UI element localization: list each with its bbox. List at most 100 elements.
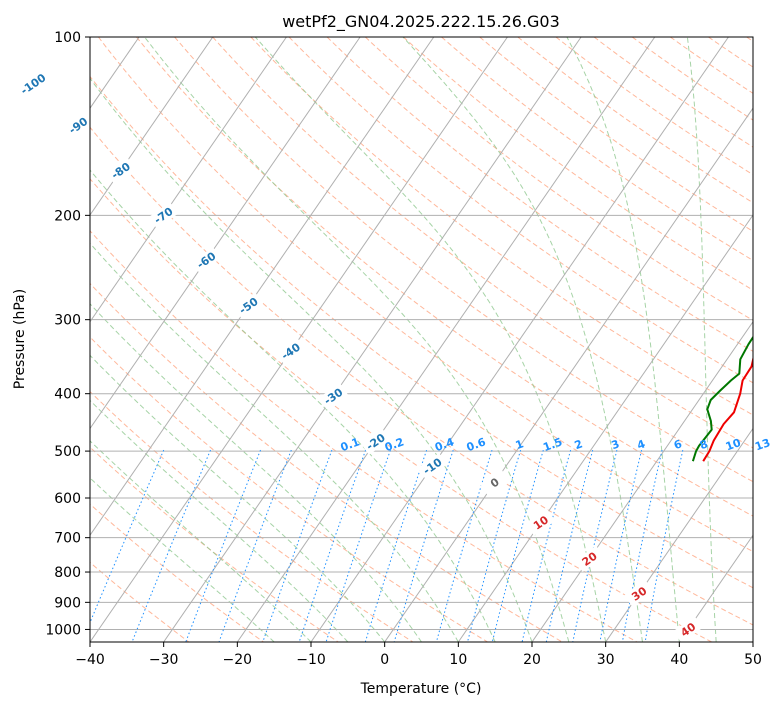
x-tick-label: 10 [449, 652, 467, 668]
y-tick-label: 700 [54, 531, 81, 547]
mixing-ratio-label: 8 [698, 437, 710, 452]
y-tick-label: 100 [54, 30, 81, 46]
moist-adiabat [686, 37, 717, 642]
x-tick-label: −30 [149, 652, 179, 668]
mixing-ratio-label: 1.5 [541, 435, 564, 454]
y-tick-label: 900 [54, 595, 81, 611]
isotherm-line [90, 37, 214, 216]
y-tick-label: 500 [54, 444, 81, 460]
dry-adiabat [90, 282, 563, 642]
dry-adiabat [555, 37, 753, 176]
moist-adiabat [90, 354, 386, 642]
mixing-ratio-line [599, 449, 643, 642]
mixing-ratio-label: 1 [514, 437, 526, 452]
x-axis-label: Temperature (°C) [360, 681, 482, 697]
mixing-ratio-line [521, 449, 572, 642]
dry-adiabat [136, 37, 753, 517]
isotherm-label-bg [574, 545, 605, 572]
isotherm-label-bg [624, 580, 654, 607]
mixing-ratio-line [393, 449, 454, 642]
mixing-ratio-label: 10 [724, 436, 743, 454]
mixing-ratio-line [218, 449, 292, 642]
isotherm-line [678, 534, 753, 642]
dry-adiabat [90, 390, 414, 642]
dry-adiabat [441, 37, 753, 261]
x-tick-label: 40 [670, 652, 688, 668]
y-tick-label: 600 [54, 491, 81, 507]
isotherm-line [384, 107, 753, 642]
mixing-ratio-label: 2 [573, 437, 585, 452]
isotherm-line [605, 427, 753, 642]
isotherm-label-bg [526, 509, 556, 536]
y-tick-label: 800 [54, 565, 81, 581]
mixing-ratio-line [185, 449, 261, 642]
dry-adiabat [90, 230, 638, 642]
mixing-ratio-label: 0.6 [465, 435, 488, 454]
isotherm-label-bg [191, 246, 221, 274]
moist-adiabat [90, 399, 349, 642]
mixing-ratio-label: 0.2 [383, 435, 406, 454]
dry-adiabat [90, 75, 753, 589]
moist-adiabat [90, 303, 422, 642]
mixing-ratio-line [298, 449, 367, 642]
y-tick-label: 200 [54, 208, 81, 224]
mixing-ratio-line [621, 449, 663, 642]
isotherm-label-bg [360, 428, 391, 455]
dewpoint-profile [691, 335, 753, 462]
isotherm-line [310, 37, 729, 642]
dry-adiabat [593, 37, 753, 148]
x-tick-label: 0 [380, 652, 389, 668]
moist-adiabat [90, 77, 533, 642]
isotherm-label-bg [276, 337, 306, 365]
mixing-ratio-line [467, 449, 522, 642]
temperature-profile [702, 355, 753, 462]
isotherm-line [457, 214, 753, 642]
dry-adiabat [90, 126, 753, 626]
axes: −40 −30 −20 −10 0 10 20 30 40 5010020030040050060… [45, 30, 762, 668]
x-tick-label: 20 [523, 652, 541, 668]
isotherm-label-bg [417, 452, 448, 480]
isotherm-line [90, 37, 287, 323]
moist-adiabat [144, 37, 570, 642]
isotherm-line [90, 37, 361, 430]
mixing-ratio-label: 0.1 [339, 435, 362, 454]
moist-adiabat [90, 477, 275, 642]
mixing-ratio-line [644, 449, 684, 642]
mixing-ratio-label: 4 [635, 437, 647, 452]
isotherm-label-bg [480, 469, 510, 496]
y-axis-label: Pressure (hPa) [12, 289, 28, 389]
x-tick-label: −20 [223, 652, 253, 668]
moist-adiabat [90, 242, 459, 642]
isotherm-label-bg [148, 202, 179, 229]
mixing-ratio-label: 6 [672, 437, 684, 452]
isotherm-label-bg [63, 112, 93, 139]
dry-adiabat [288, 37, 753, 384]
isotherm-label-bg [106, 157, 136, 184]
x-tick-label: 50 [744, 652, 762, 668]
mixing-ratio-label: 3 [610, 437, 622, 452]
y-tick-label: 1000 [45, 622, 81, 638]
isotherm-line [163, 37, 582, 642]
mixing-ratio-line [364, 449, 428, 642]
mixing-ratio-line [491, 449, 544, 642]
isotherm-label-bg [673, 616, 703, 643]
moist-adiabat [254, 37, 607, 642]
x-tick-label: −40 [75, 652, 105, 668]
isotherm-line [531, 320, 753, 642]
mixing-ratio-label: 0.4 [433, 435, 456, 454]
dry-adiabat [517, 37, 753, 204]
mixing-ratio-line [545, 449, 594, 642]
mixing-ratio-line [435, 449, 493, 642]
plot-frame [89, 36, 754, 643]
x-tick-label: −10 [296, 652, 326, 668]
y-tick-label: 400 [54, 387, 81, 403]
mixing-ratio-label: 13 [753, 436, 772, 453]
isotherm-label-bg [18, 70, 48, 98]
isotherm-label-bg [233, 292, 264, 319]
dry-adiabat [98, 37, 753, 553]
dry-adiabat [90, 336, 488, 642]
isotherm-line [90, 37, 508, 642]
chart-title: wetPf2_GN04.2025.222.15.26.G03 [282, 12, 560, 32]
x-tick-label: 30 [597, 652, 615, 668]
mixing-ratio-line [262, 449, 333, 642]
